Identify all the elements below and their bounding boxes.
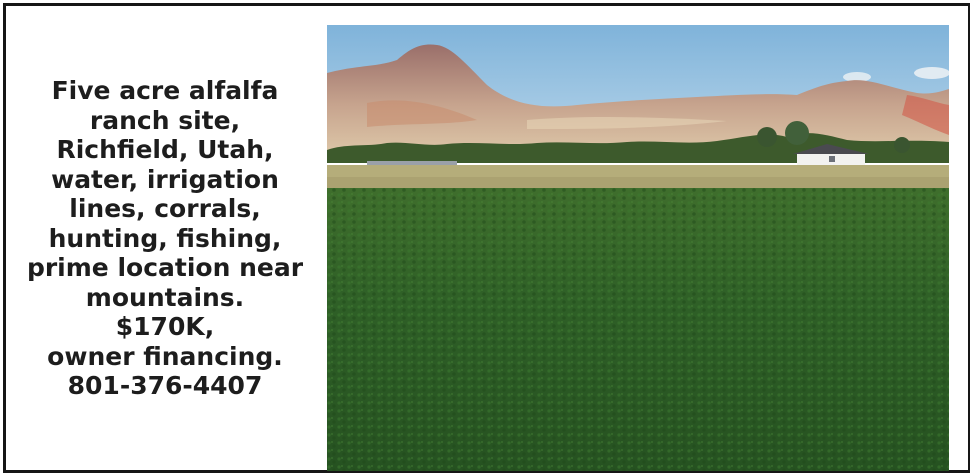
listing-line: ranch site, — [89, 105, 241, 135]
farmhouse — [793, 144, 869, 167]
listing-line: prime location near — [26, 253, 304, 282]
listing-line: lines, corrals, — [69, 194, 261, 223]
listing-line: Five acre alfalfa — [51, 76, 279, 105]
alfalfa-field-photo — [327, 25, 949, 471]
listing-line: Richfield, Utah, — [56, 135, 274, 164]
listing-financing: owner financing. — [47, 341, 283, 371]
listing-phone: 801-376-4407 — [67, 371, 263, 400]
listing-line: water, irrigation — [51, 164, 279, 194]
listing-text: Five acre alfalfa ranch site, Richfield,… — [6, 76, 324, 401]
listing-line: hunting, fishing, — [48, 223, 282, 253]
ad-frame: Five acre alfalfa ranch site, Richfield,… — [3, 3, 970, 473]
listing-line: mountains. — [85, 282, 245, 312]
listing-price: $170K, — [115, 312, 215, 341]
